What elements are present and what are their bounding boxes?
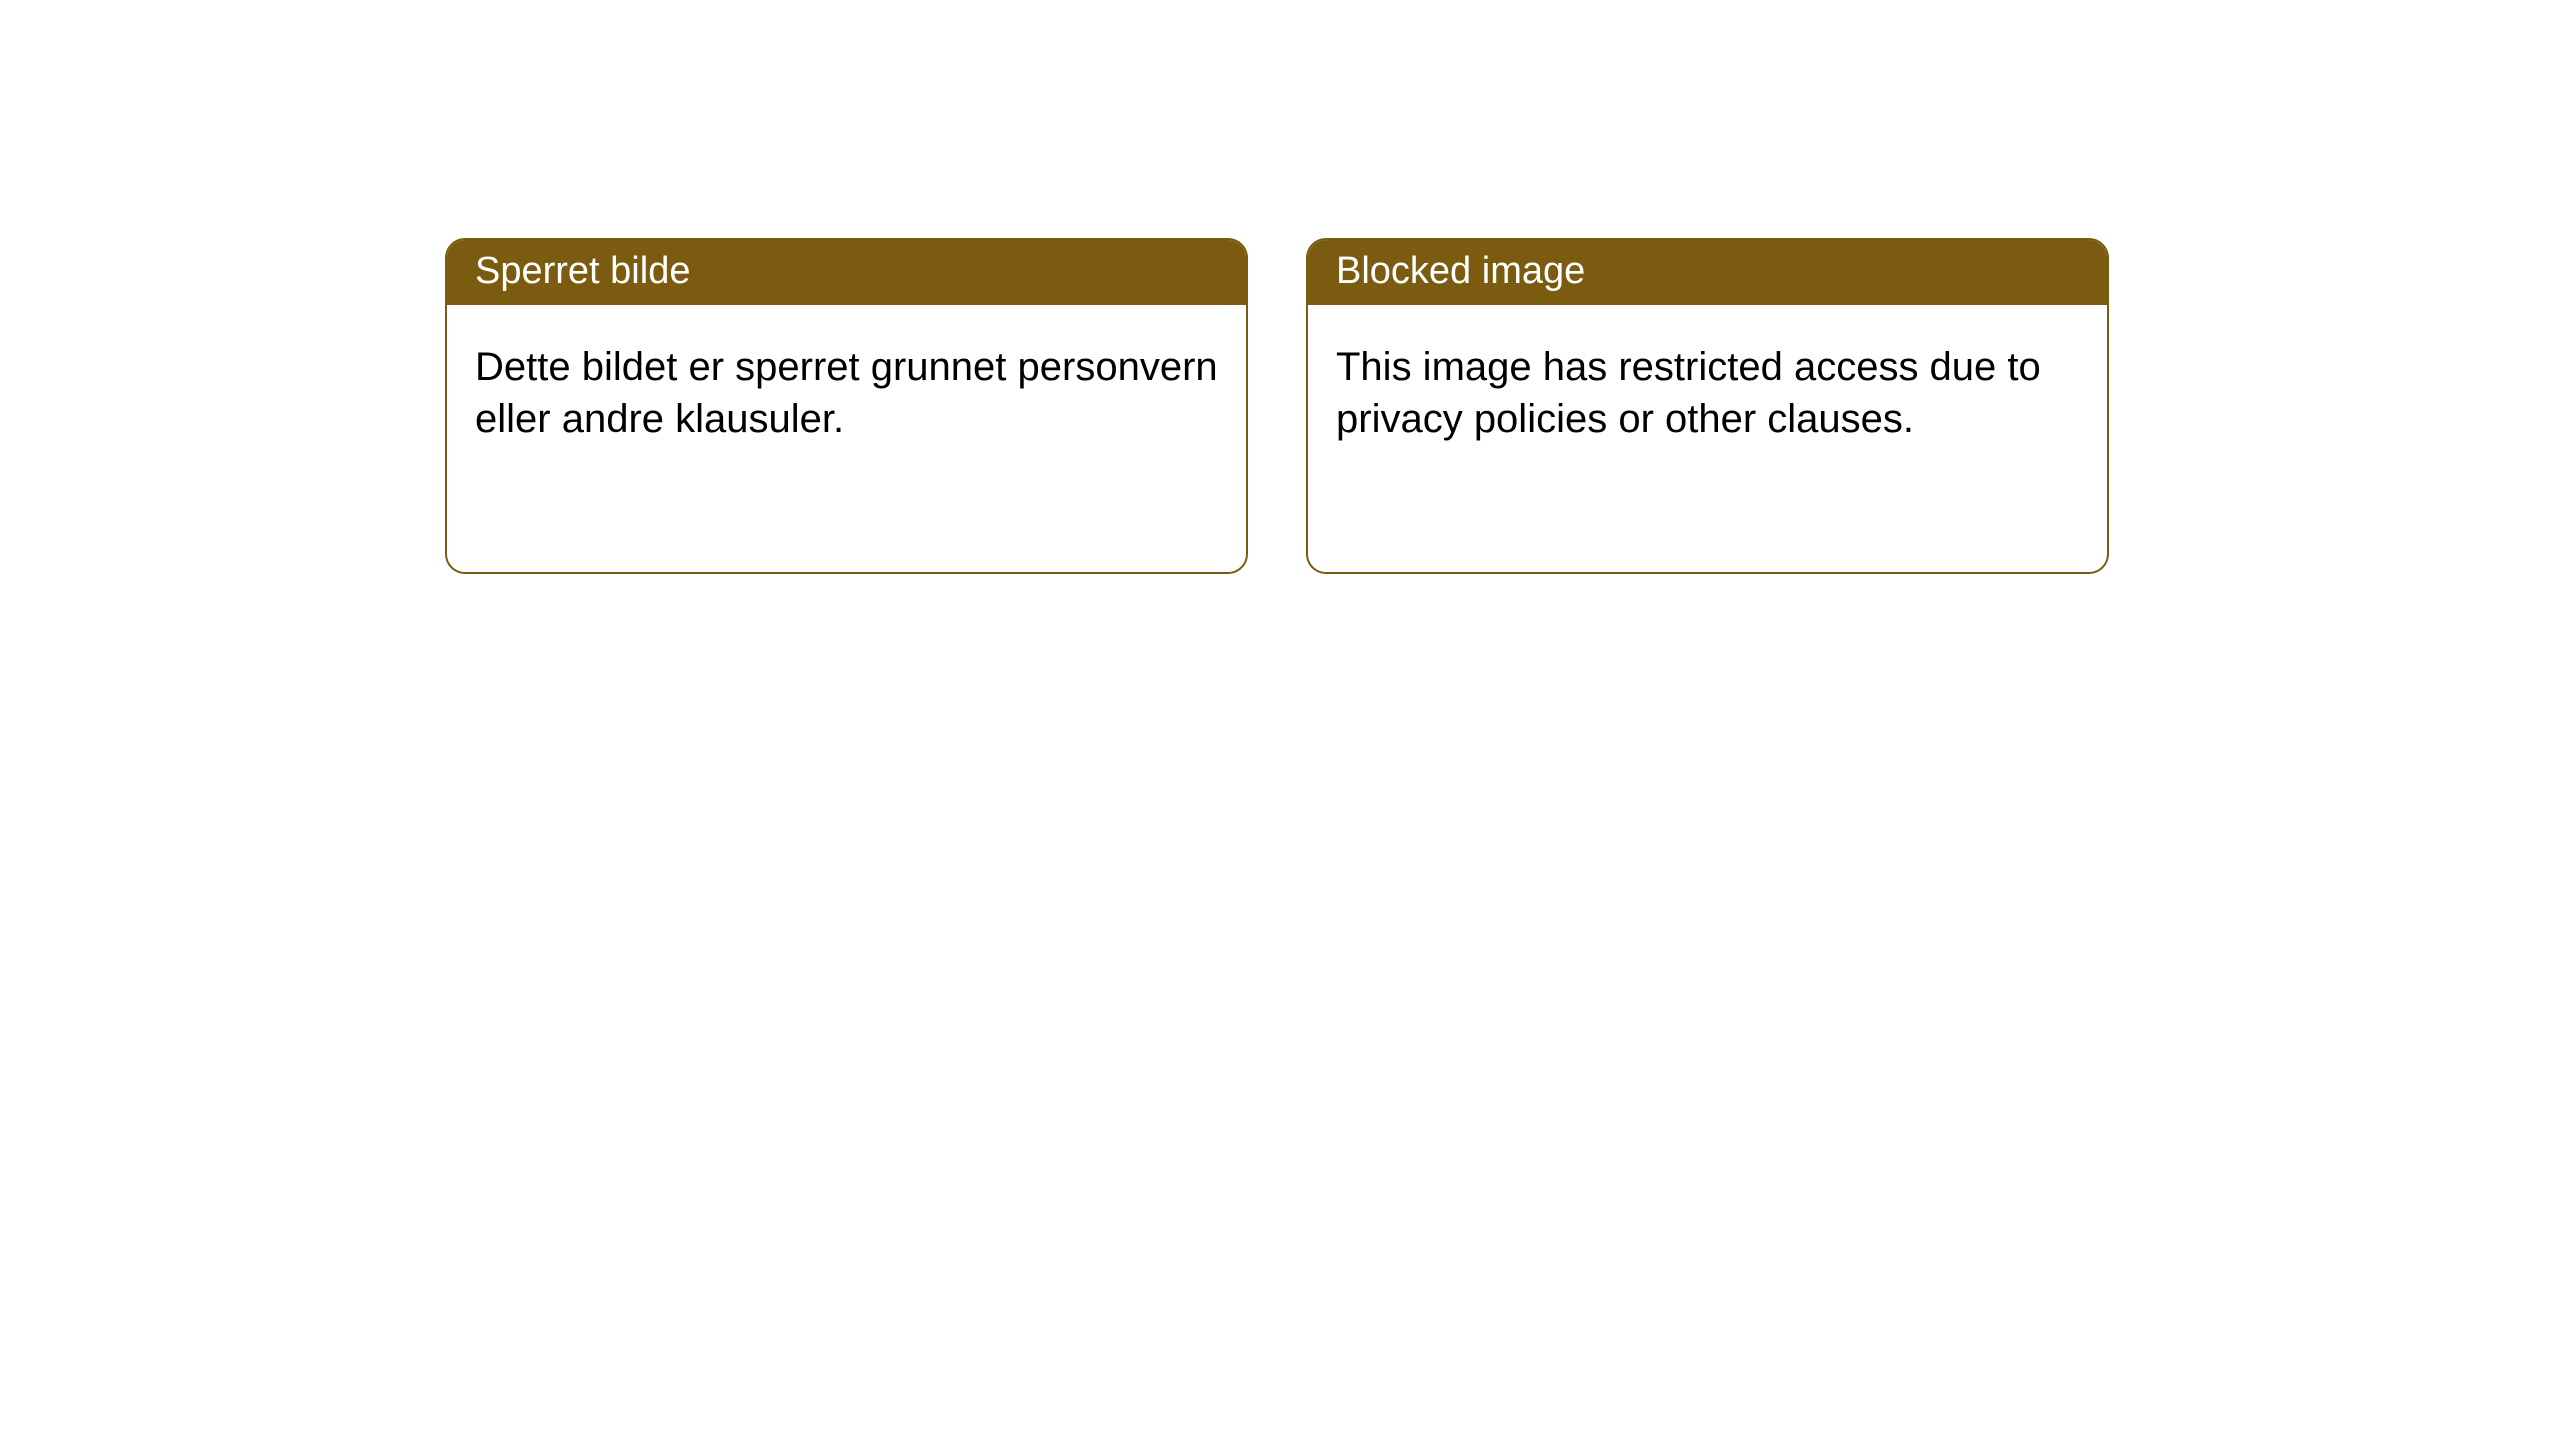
cards-container: Sperret bilde Dette bildet er sperret gr…	[0, 0, 2560, 574]
card-header-no: Sperret bilde	[447, 240, 1246, 305]
card-body-en: This image has restricted access due to …	[1308, 305, 2107, 473]
blocked-image-card-no: Sperret bilde Dette bildet er sperret gr…	[445, 238, 1248, 574]
blocked-image-card-en: Blocked image This image has restricted …	[1306, 238, 2109, 574]
card-header-en: Blocked image	[1308, 240, 2107, 305]
card-body-no: Dette bildet er sperret grunnet personve…	[447, 305, 1246, 473]
